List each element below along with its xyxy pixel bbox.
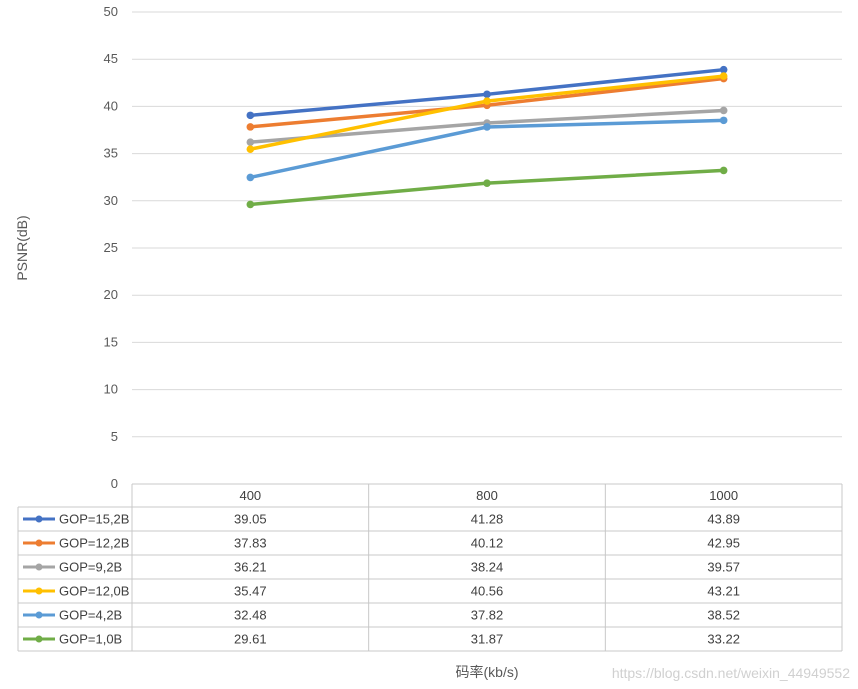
table-value-cell: 38.24	[471, 560, 504, 575]
x-axis-title: 码率(kb/s)	[456, 664, 519, 680]
y-tick-label: 15	[104, 334, 118, 349]
table-value-cell: 39.57	[707, 560, 740, 575]
table-value-cell: 37.82	[471, 608, 504, 623]
x-category-label: 1000	[709, 488, 738, 503]
legend-entry: GOP=12,2B	[59, 536, 129, 551]
y-tick-label: 45	[104, 51, 118, 66]
x-category-label: 400	[239, 488, 261, 503]
data-point	[719, 116, 728, 125]
y-tick-label: 25	[104, 240, 118, 255]
y-axis-title: PSNR(dB)	[14, 215, 30, 280]
table-value-cell: 29.61	[234, 632, 267, 647]
legend-key-marker	[35, 635, 43, 643]
legend-key-marker	[35, 611, 43, 619]
table-value-cell: 42.95	[707, 536, 740, 551]
legend-entry: GOP=12,0B	[59, 584, 129, 599]
series-line	[248, 168, 726, 207]
watermark: https://blog.csdn.net/weixin_44949552	[611, 665, 850, 681]
table-value-cell: 41.28	[471, 512, 504, 527]
legend-key-marker	[35, 587, 43, 595]
data-point	[719, 72, 728, 80]
y-tick-label: 35	[104, 146, 118, 161]
table-value-cell: 39.05	[234, 512, 267, 527]
data-point	[719, 65, 728, 74]
legend-entry: GOP=4,2B	[59, 608, 122, 623]
y-tick-label: 50	[104, 4, 118, 19]
x-category-label: 800	[476, 488, 498, 503]
data-point	[246, 138, 255, 146]
y-tick-label: 10	[104, 382, 118, 397]
y-tick-label: 20	[104, 287, 118, 302]
y-tick-label: 0	[111, 476, 118, 491]
data-point	[719, 106, 728, 115]
y-tick-label: 40	[104, 98, 118, 113]
y-tick-label: 5	[111, 429, 118, 444]
y-tick-label: 30	[104, 193, 118, 208]
data-point	[246, 173, 255, 182]
legend-key-marker	[35, 515, 43, 523]
legend-entry: GOP=9,2B	[59, 560, 122, 575]
data-point	[246, 145, 255, 153]
legend-key-marker	[35, 563, 43, 571]
table-value-cell: 33.22	[707, 632, 740, 647]
table-value-cell: 36.21	[234, 560, 267, 575]
legend-key-marker	[35, 539, 43, 547]
data-point	[483, 90, 491, 99]
data-point	[246, 111, 255, 120]
table-value-cell: 43.89	[707, 512, 740, 527]
legend-entry: GOP=1,0B	[59, 632, 122, 647]
data-point	[483, 179, 491, 187]
table-value-cell: 40.12	[471, 536, 504, 551]
table-value-cell: 43.21	[707, 584, 740, 599]
table-value-cell: 37.83	[234, 536, 267, 551]
table-value-cell: 38.52	[707, 608, 740, 623]
data-point	[483, 123, 491, 131]
table-value-cell: 32.48	[234, 608, 267, 623]
table-value-cell: 35.47	[234, 584, 267, 599]
data-point	[246, 200, 255, 209]
data-point	[719, 166, 728, 175]
table-value-cell: 31.87	[471, 632, 504, 647]
data-point	[483, 97, 491, 105]
legend-entry: GOP=15,2B	[59, 512, 129, 527]
data-point	[246, 123, 255, 131]
table-value-cell: 40.56	[471, 584, 504, 599]
